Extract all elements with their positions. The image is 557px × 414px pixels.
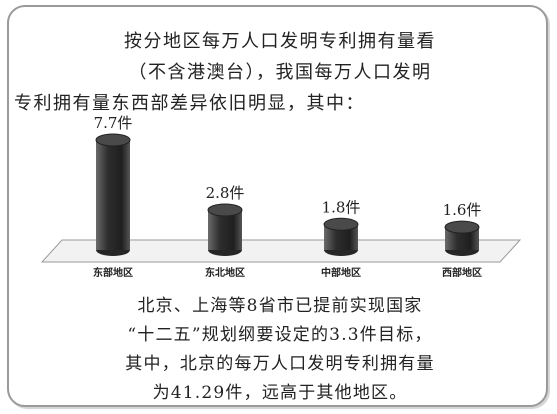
category-label: 中部地区	[321, 266, 361, 279]
value-label: 1.6件	[443, 201, 482, 219]
bar-3	[323, 217, 359, 256]
outro-line: 其中，北京的每万人口发明专利拥有量	[125, 354, 435, 374]
intro-line: 按分地区每万人口发明专利拥有量看	[124, 31, 436, 52]
outro-line: 为41.29件，远高于其他地区。	[152, 383, 408, 403]
category-label: 西部地区	[442, 266, 482, 279]
value-label: 1.8件	[322, 198, 361, 216]
chart-floor	[40, 239, 522, 263]
bar-2	[207, 203, 243, 256]
value-label: 2.8件	[206, 184, 245, 202]
category-label: 东部地区	[93, 266, 133, 279]
bar-1	[95, 133, 131, 256]
outro-line: “十二五”规划纲要设定的3.3件目标，	[127, 325, 433, 345]
outro-line: 北京、上海等8省市已提前实现国家	[137, 296, 423, 316]
intro-line: 专利拥有量东西部差异依旧明显，其中：	[14, 93, 365, 114]
value-label: 7.7件	[94, 114, 133, 132]
outro-text: 北京、上海等8省市已提前实现国家 “十二五”规划纲要设定的3.3件目标， 其中，…	[24, 292, 536, 408]
intro-text: 按分地区每万人口发明专利拥有量看 （不含港澳台），我国每万人口发明 专利拥有量东…	[14, 26, 536, 119]
intro-line: （不含港澳台），我国每万人口发明	[128, 62, 432, 83]
category-label: 东北地区	[205, 266, 245, 279]
bar-4	[444, 220, 480, 256]
